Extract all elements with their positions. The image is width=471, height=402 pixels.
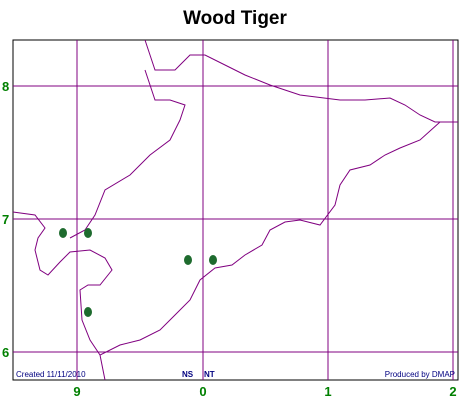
grid-label: 2	[449, 384, 456, 399]
grid-label: 6	[2, 345, 9, 360]
created-note: Created 11/11/2010	[16, 370, 86, 379]
producer-note: Produced by DMAP	[385, 370, 455, 379]
grid-label: 1	[324, 384, 331, 399]
map-title: Wood Tiger	[183, 8, 287, 29]
region-label: NT	[204, 370, 215, 379]
grid-label: 8	[2, 79, 9, 94]
coast	[144, 39, 458, 123]
grid-label: 7	[2, 212, 9, 227]
records	[59, 228, 217, 317]
map-frame	[12, 39, 459, 381]
coast	[69, 69, 186, 239]
grid-label: 9	[73, 384, 80, 399]
coast	[12, 211, 113, 356]
record-dot	[84, 228, 92, 238]
region-label: NS	[182, 370, 194, 379]
record-dot	[209, 255, 217, 265]
grid	[13, 40, 458, 380]
coast	[99, 121, 441, 381]
coastline	[12, 39, 458, 381]
record-dot	[84, 307, 92, 317]
record-dot	[184, 255, 192, 265]
grid-label: 0	[199, 384, 206, 399]
record-dot	[59, 228, 67, 238]
